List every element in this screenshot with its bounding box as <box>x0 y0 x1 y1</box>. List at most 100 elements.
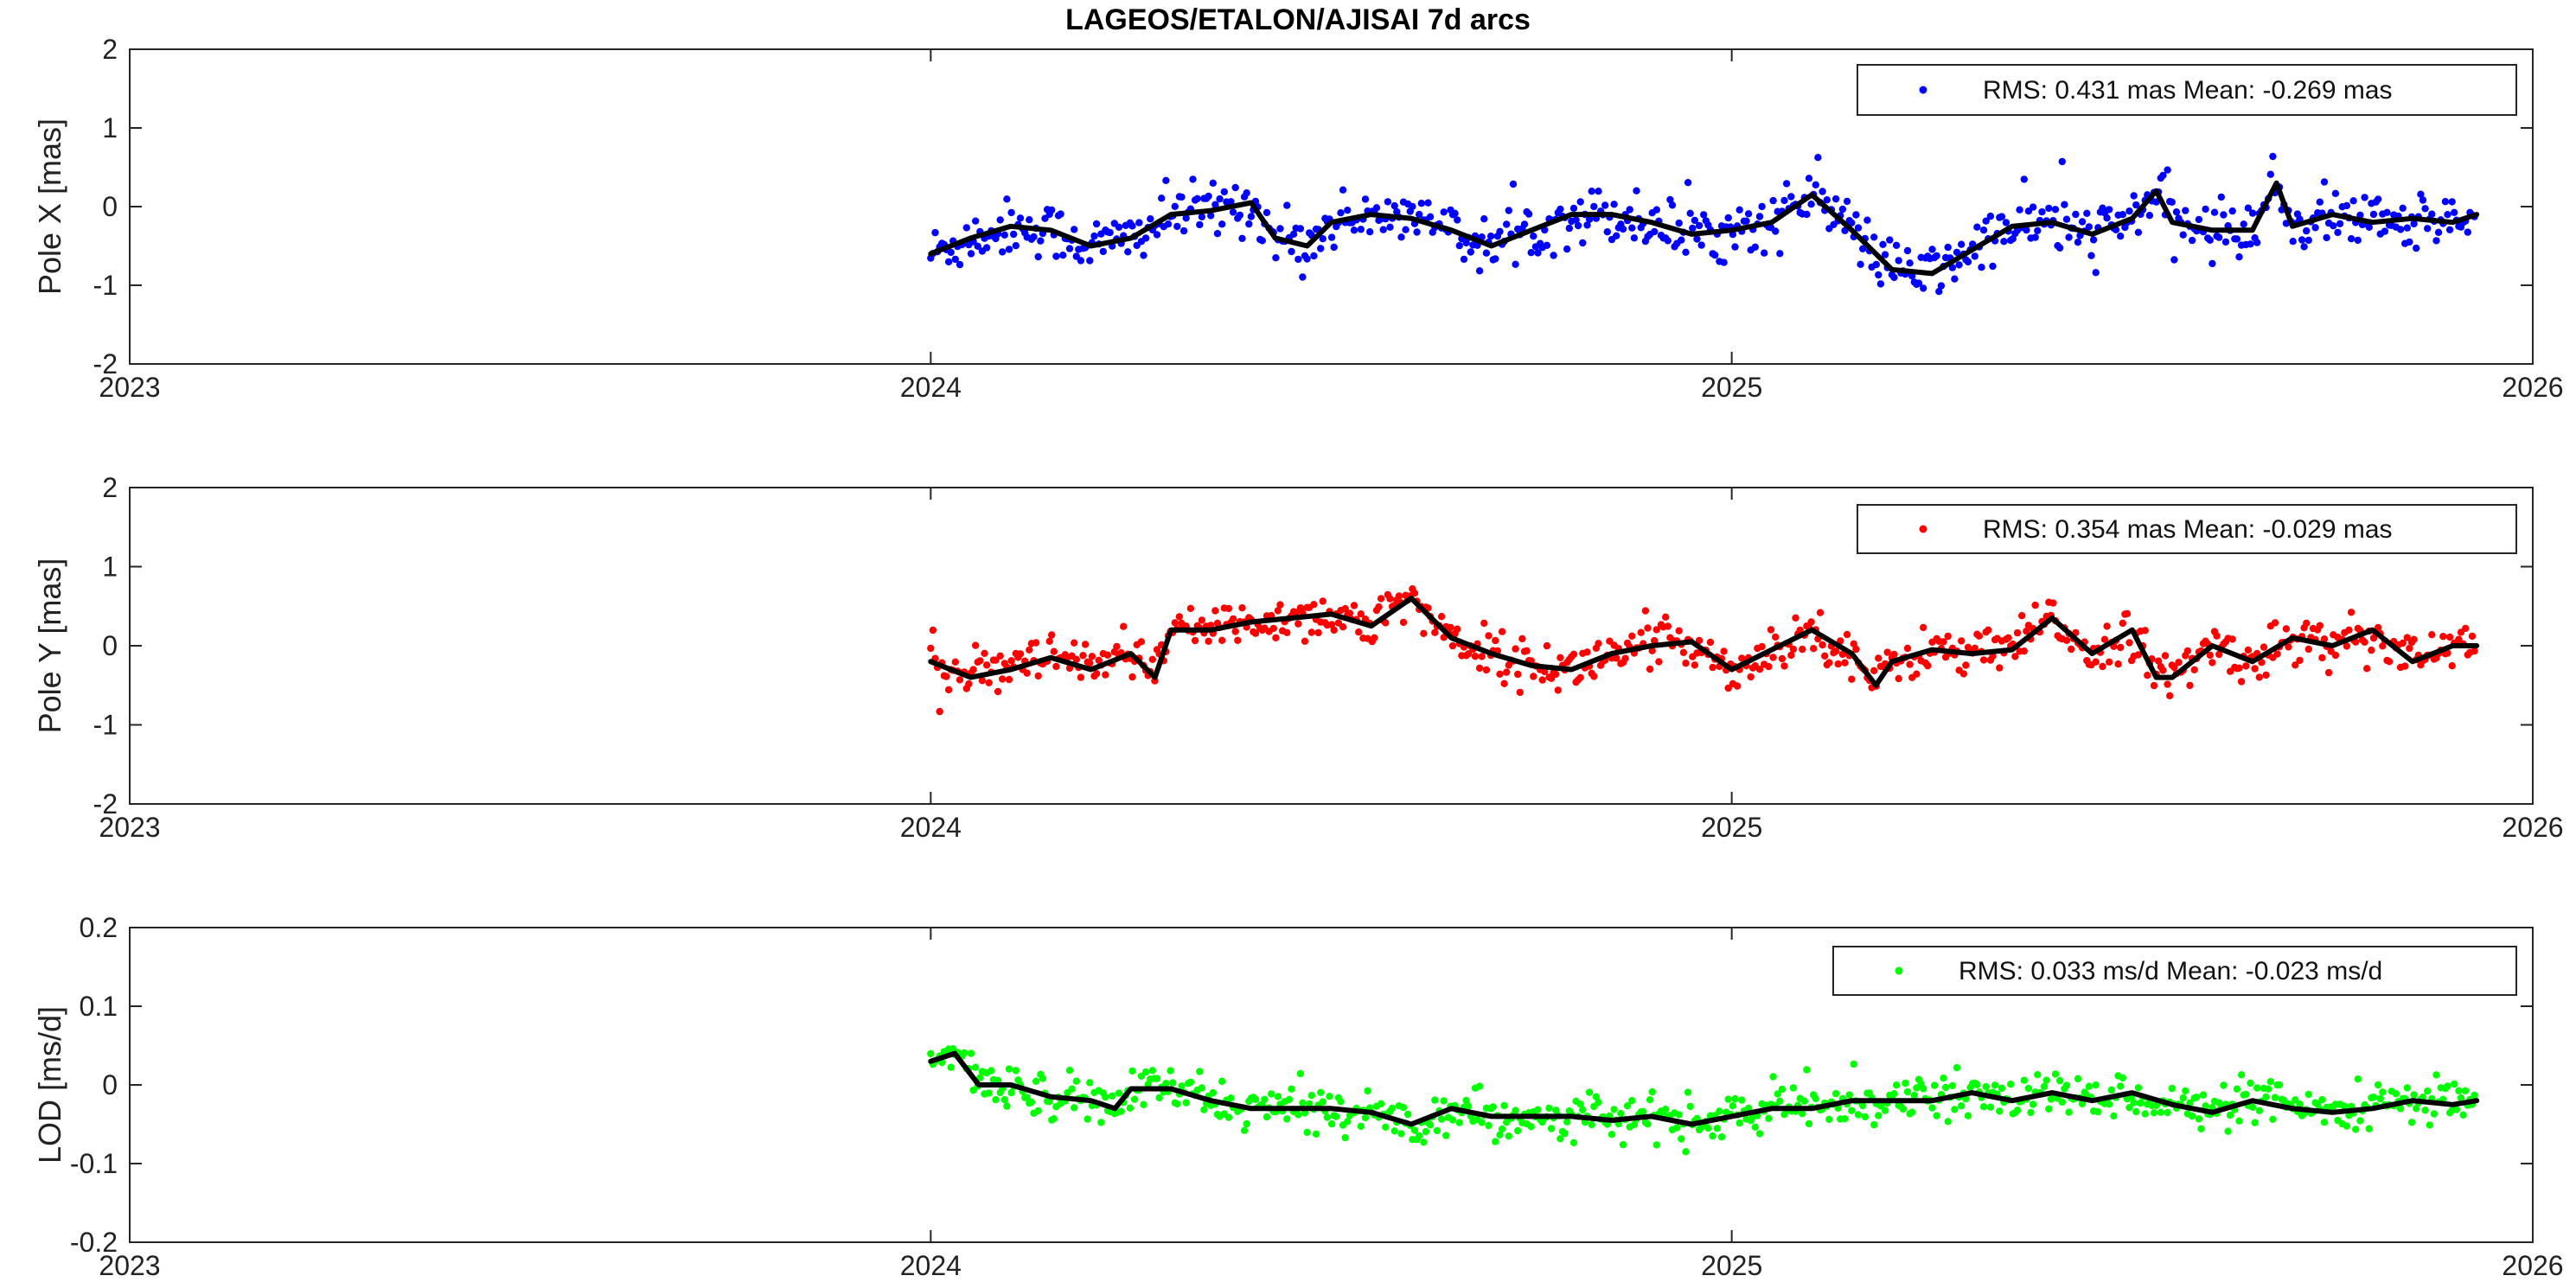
data-point <box>1377 595 1385 603</box>
data-point <box>1903 1087 1912 1096</box>
data-point <box>1330 626 1338 635</box>
data-point <box>1503 220 1511 228</box>
data-point <box>1092 670 1101 678</box>
data-point <box>1496 670 1504 678</box>
data-point <box>1525 210 1533 218</box>
data-point <box>2186 1099 2194 1107</box>
data-point <box>1563 1118 1571 1126</box>
data-point <box>1619 225 1627 233</box>
data-point <box>2228 207 2236 215</box>
data-point <box>1854 224 1863 232</box>
data-point <box>1933 1112 1940 1119</box>
data-point <box>1224 1113 1233 1121</box>
data-point <box>2016 206 2023 214</box>
data-point <box>1390 201 1398 210</box>
data-point <box>2049 599 2057 607</box>
data-point <box>1346 609 1354 617</box>
legend-marker <box>1919 86 1927 94</box>
data-point <box>1664 237 1672 245</box>
data-point <box>1514 1126 1522 1135</box>
data-point <box>1633 187 1640 195</box>
data-point <box>1958 637 1966 645</box>
data-point <box>1218 1077 1226 1086</box>
data-point <box>2331 189 2340 197</box>
data-point <box>1319 1098 1327 1106</box>
pole-x-panel: 2023 2024 2025 2026 -2 -1 0 1 2 Pole X [mas] RMS: … <box>32 34 2564 403</box>
data-point <box>1128 222 1136 230</box>
data-point <box>1989 262 1997 271</box>
data-point <box>1475 1082 1484 1090</box>
data-point <box>2125 207 2133 215</box>
data-point <box>1906 259 1914 267</box>
data-point <box>2188 1112 2196 1120</box>
data-point <box>1595 640 1602 647</box>
x-tick-label: 2025 <box>1701 1250 1762 1281</box>
data-point <box>1711 251 1719 259</box>
data-point <box>1238 604 1246 612</box>
data-point <box>2343 642 2351 650</box>
data-point <box>2215 650 2223 659</box>
data-point <box>2255 673 2263 681</box>
data-point <box>2401 662 2409 670</box>
data-point <box>2285 643 2292 651</box>
data-point <box>1803 1066 1811 1074</box>
data-point <box>2334 228 2342 237</box>
data-point <box>1299 1099 1307 1107</box>
data-point <box>1937 282 1946 290</box>
data-point <box>1492 636 1499 645</box>
data-point <box>1410 590 1419 597</box>
data-point <box>1276 225 1284 233</box>
data-point <box>1231 183 1239 192</box>
data-point <box>1512 1107 1519 1114</box>
data-point <box>1231 628 1239 635</box>
data-point <box>2190 666 2198 673</box>
data-point <box>1789 1084 1798 1092</box>
data-point <box>1971 252 1978 260</box>
y-tick-label: 1 <box>102 552 118 583</box>
data-point <box>2356 1117 2364 1125</box>
data-point <box>1234 636 1242 644</box>
data-point <box>1971 644 1978 652</box>
data-point <box>1382 1123 1390 1132</box>
data-point <box>1171 202 1179 210</box>
data-point <box>2410 1091 2418 1099</box>
data-point <box>2289 238 2297 246</box>
data-point <box>1550 252 1557 259</box>
data-point <box>1274 1093 1282 1100</box>
data-point <box>1037 237 1045 245</box>
data-point <box>1890 1090 1898 1098</box>
data-point <box>1198 616 1206 624</box>
data-point <box>2242 662 2250 670</box>
data-point <box>1778 654 1787 663</box>
data-point <box>965 679 973 688</box>
data-point <box>1431 1096 1439 1104</box>
data-point <box>2375 1081 2382 1089</box>
data-point <box>1236 211 1244 220</box>
data-point <box>1803 210 1811 219</box>
data-point <box>2107 1086 2115 1094</box>
data-point <box>1283 628 1291 636</box>
data-point <box>1554 686 1563 694</box>
data-point <box>1948 264 1957 271</box>
data-point <box>1258 237 1267 245</box>
data-point <box>2282 625 2291 633</box>
data-point <box>2114 660 2122 668</box>
data-point <box>1848 675 1856 683</box>
data-point <box>1296 1069 1305 1078</box>
data-point <box>1876 280 1885 288</box>
data-point <box>1065 245 1074 252</box>
data-point <box>2164 680 2171 688</box>
data-point <box>2444 1082 2451 1090</box>
data-point <box>1196 220 1204 229</box>
data-point <box>1393 207 1401 216</box>
data-point <box>1572 216 1580 224</box>
x-tick-label: 2023 <box>99 1250 160 1281</box>
lod-panel: 2023 2024 2025 2026 -0.2 -0.1 0 0.1 0.2 LOD [ms/d… <box>32 912 2564 1281</box>
y-tick-label: -2 <box>93 348 118 379</box>
data-point <box>1337 209 1345 217</box>
data-point <box>1274 607 1282 615</box>
data-point <box>2002 219 2010 226</box>
data-point <box>1958 1102 1966 1110</box>
data-point <box>2363 665 2371 673</box>
data-point <box>2056 244 2064 252</box>
